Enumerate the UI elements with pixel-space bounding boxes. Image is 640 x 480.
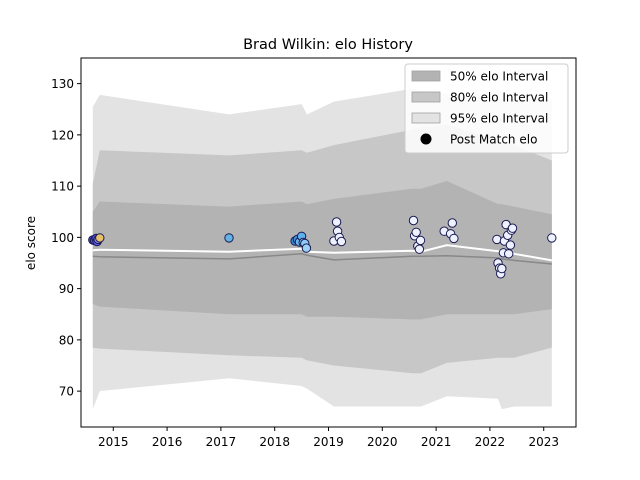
legend-swatch <box>411 70 441 82</box>
legend-label: 50% elo Interval <box>450 70 548 84</box>
legend-swatch <box>411 91 441 103</box>
chart-title: Brad Wilkin: elo History <box>243 37 413 53</box>
post-match-point <box>547 233 557 243</box>
median-elo-line <box>92 253 552 265</box>
legend-label: 80% elo Interval <box>450 91 548 105</box>
y-tick-label: 100 <box>51 231 74 245</box>
x-tick-label: 2019 <box>313 435 344 449</box>
y-axis-ticks: 70 80 90 100 110 120 130 <box>51 77 81 399</box>
post-match-point <box>505 240 516 250</box>
post-match-point <box>411 227 421 238</box>
x-tick-label: 2022 <box>475 435 506 449</box>
plot-area <box>88 88 557 410</box>
y-tick-label: 80 <box>59 333 74 347</box>
post-match-point <box>504 249 514 259</box>
legend-marker <box>420 133 432 145</box>
post-match-point <box>415 235 426 246</box>
post-match-point <box>492 234 502 245</box>
x-tick-label: 2021 <box>421 435 452 449</box>
x-tick-label: 2020 <box>367 435 398 449</box>
x-axis-ticks: 2015 2016 2017 2018 2019 2020 2021 2022 2023 <box>98 427 559 449</box>
post-match-point <box>336 236 347 247</box>
x-tick-label: 2016 <box>152 435 183 449</box>
legend: 50% elo Interval 80% elo Interval 95% elo … <box>404 63 569 154</box>
post-match-point <box>408 215 419 226</box>
y-tick-label: 70 <box>59 385 74 399</box>
post-match-point <box>414 244 425 254</box>
y-tick-label: 110 <box>51 180 74 194</box>
x-tick-label: 2023 <box>528 435 559 449</box>
y-tick-label: 120 <box>51 128 74 142</box>
x-tick-label: 2018 <box>259 435 290 449</box>
post-match-point <box>331 217 342 227</box>
post-match-point <box>497 263 507 274</box>
post-match-point <box>301 243 312 253</box>
post-match-point <box>224 233 234 243</box>
x-tick-label: 2015 <box>98 435 129 449</box>
legend-box <box>404 63 569 154</box>
x-tick-label: 2017 <box>206 435 237 449</box>
band-50 <box>92 181 552 320</box>
legend-label: 95% elo Interval <box>450 112 548 126</box>
legend-swatch <box>411 112 441 124</box>
interval-bands <box>92 88 552 410</box>
post-match-point <box>447 218 457 228</box>
y-tick-label: 130 <box>51 77 74 91</box>
y-tick-label: 90 <box>59 282 74 296</box>
legend-label: Post Match elo <box>450 133 537 147</box>
post-match-point <box>95 233 105 243</box>
post-match-points <box>88 215 557 279</box>
post-match-point <box>507 223 518 233</box>
y-axis-label: elo score <box>24 216 38 270</box>
post-match-point <box>449 233 459 244</box>
